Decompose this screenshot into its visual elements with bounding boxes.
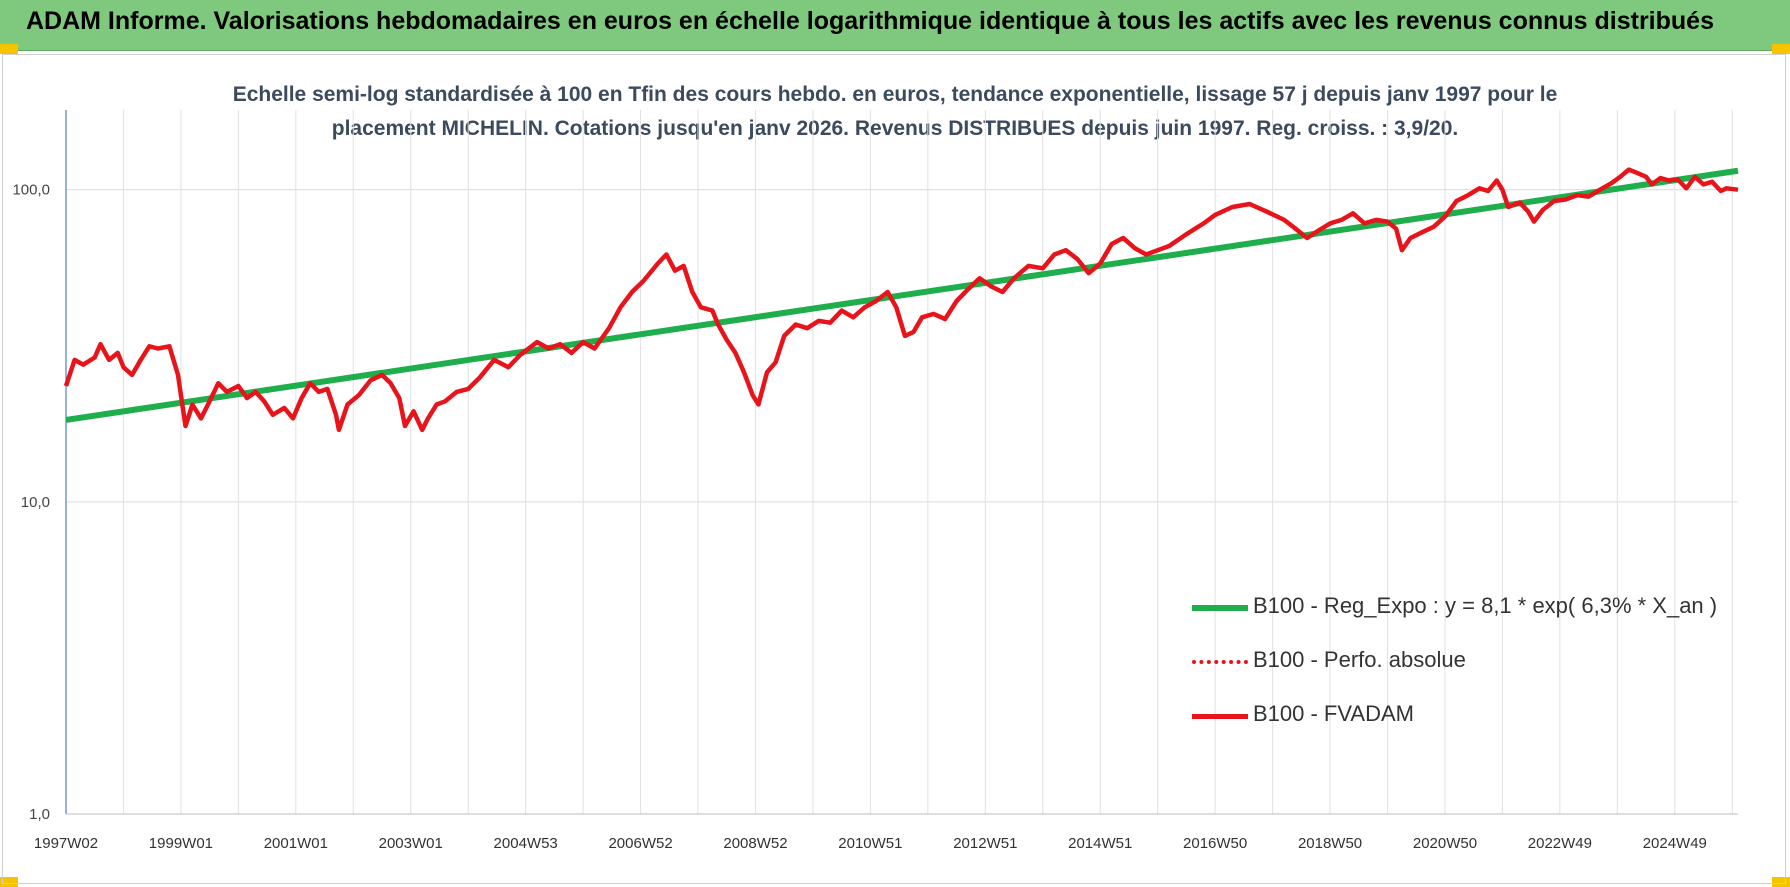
- legend-label-fvadam: B100 - FVADAM: [1253, 701, 1414, 726]
- x-tick-label-11: 2018W50: [1298, 835, 1362, 852]
- page-title: ADAM Informe. Valorisations hebdomadaire…: [26, 7, 1714, 35]
- x-tick-labels: 1997W02 1999W01 2001W01 2003W01 2004W53 2006W…: [34, 835, 1707, 852]
- series-line-trend: [65, 167, 1739, 423]
- x-tick-label-1: 1999W01: [149, 835, 213, 852]
- chart-subtitle-line2: placement MICHELIN. Cotations jusqu'en j…: [331, 117, 1459, 140]
- chart-frame: [2, 54, 1786, 884]
- y-tick-label-2: 100,0: [12, 182, 50, 199]
- corner-marker-left: [0, 44, 18, 54]
- title-banner: ADAM Informe. Valorisations hebdomadaire…: [0, 0, 1790, 51]
- legend-swatch-fvadam: [1192, 714, 1248, 719]
- x-tick-label-5: 2006W52: [608, 835, 672, 852]
- x-tick-label-12: 2020W50: [1413, 835, 1477, 852]
- x-tick-label-9: 2014W51: [1068, 835, 1132, 852]
- horizontal-gridlines: [66, 189, 1738, 815]
- x-tick-label-4: 2004W53: [494, 835, 558, 852]
- chart-subtitle-line1: Echelle semi-log standardisée à 100 en T…: [232, 83, 1558, 106]
- chart-axes: [65, 110, 1738, 815]
- corner-marker-right: [1772, 44, 1790, 54]
- chart-subtitle: Echelle semi-log standardisée à 100 en T…: [230, 78, 1560, 146]
- legend-label-perfo: B100 - Perfo. absolue: [1253, 647, 1466, 672]
- x-tick-label-7: 2010W51: [838, 835, 902, 852]
- corner-marker-bottom-left: [0, 877, 18, 887]
- x-tick-label-3: 2003W01: [379, 835, 443, 852]
- legend-label-trend: B100 - Reg_Expo : y = 8,1 * exp( 6,3% * …: [1253, 593, 1718, 618]
- y-tick-label-1: 10,0: [21, 494, 50, 511]
- x-tick-label-13: 2022W49: [1528, 835, 1592, 852]
- chart-series: [63, 167, 1739, 433]
- corner-marker-bottom-right: [1772, 877, 1790, 887]
- legend-swatch-perfo: [1192, 660, 1248, 664]
- x-tick-label-8: 2012W51: [953, 835, 1017, 852]
- vertical-gridlines: [122, 110, 1733, 814]
- x-tick-label-0: 1997W02: [34, 835, 98, 852]
- y-tick-label-0: 1,0: [29, 806, 50, 823]
- y-tick-labels: 1,0 10,0 100,0: [12, 182, 50, 823]
- x-tick-label-14: 2024W49: [1643, 835, 1707, 852]
- x-tick-label-6: 2008W52: [723, 835, 787, 852]
- legend-swatch-trend: [1192, 605, 1248, 611]
- x-tick-label-10: 2016W50: [1183, 835, 1247, 852]
- x-tick-label-2: 2001W01: [264, 835, 328, 852]
- series-line-fvadam: [63, 167, 1739, 433]
